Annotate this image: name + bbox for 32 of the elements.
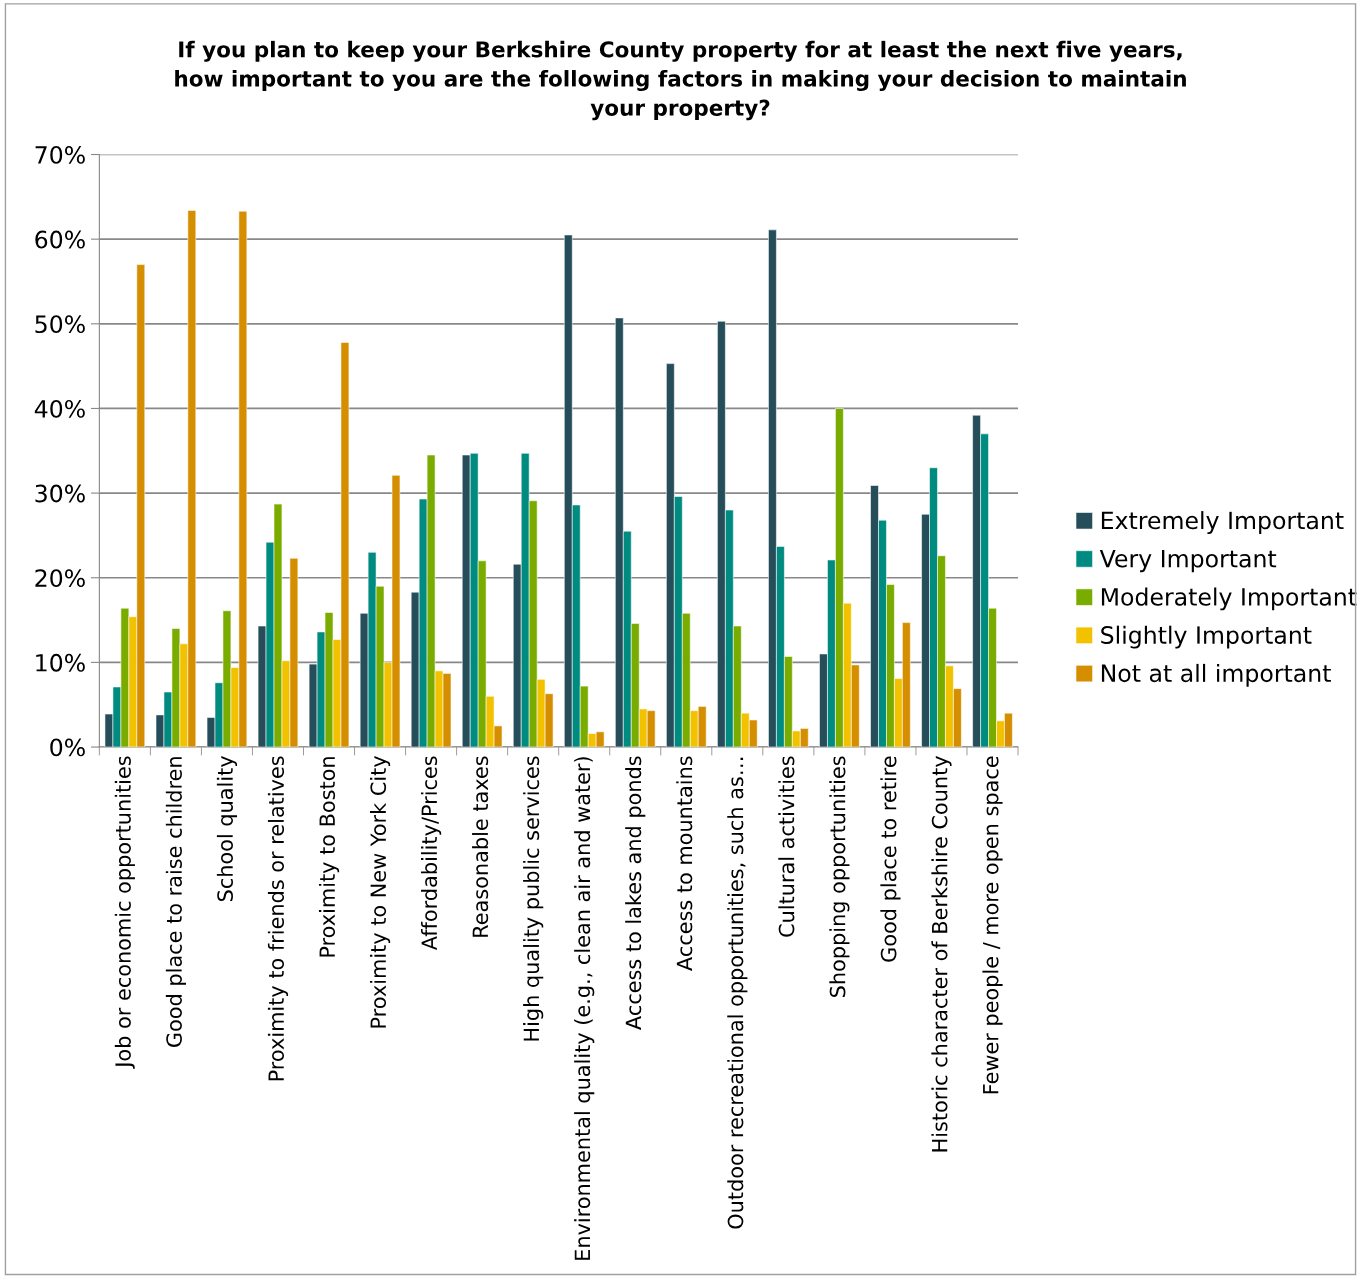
x-tick-label: Shopping opportunities — [829, 756, 850, 997]
x-tick-label: Reasonable taxes — [472, 756, 489, 937]
y-tick-label: 60% — [35, 230, 85, 249]
y-tick-label: 0% — [50, 738, 85, 757]
x-tick-label: Proximity to Boston — [318, 757, 340, 957]
y-tick-label: 20% — [35, 569, 85, 588]
legend-label: Not at all important — [1101, 663, 1331, 687]
legend-label: Slightly Important — [1101, 625, 1312, 649]
x-tick-label: Access to lakes and ponds — [625, 756, 646, 1030]
y-tick-label: 70% — [35, 145, 85, 164]
x-tick-label: High quality public services — [523, 756, 544, 1041]
x-tick-label: Cultural activities — [778, 756, 795, 937]
x-tick-label: Good place to raise children — [165, 757, 186, 1047]
x-tick-label: Outdoor recreational opportunities, such as… — [727, 757, 748, 1229]
chart-title: If you plan to keep your Berkshire County property for at least the next five years, how important to you are the following factors in making your decision to maintain your property? — [175, 40, 1186, 121]
x-tick-label: Job or economic opportunities — [114, 756, 135, 1069]
x-tick-label: Fewer people / more open space — [982, 756, 1003, 1094]
legend-label: Extremely Important — [1101, 511, 1344, 534]
x-tick-label: Proximity to New York City — [369, 755, 391, 1028]
legend-label: Moderately Important — [1101, 587, 1357, 611]
x-tick-label: Affordability/Prices — [421, 756, 442, 951]
y-tick-label: 10% — [36, 653, 85, 672]
x-tick-label: Access to mountains — [676, 756, 693, 971]
y-tick-label: 50% — [35, 315, 85, 334]
x-tick-label: Proximity to friends or relatives — [267, 756, 289, 1081]
legend-label: Very Important — [1099, 550, 1277, 573]
x-tick-label: Environmental quality (e.g., clean air and water) — [574, 757, 595, 1260]
y-tick-label: 30% — [35, 484, 85, 503]
x-tick-label: Historic character of Berkshire County — [931, 755, 952, 1152]
y-tick-label: 40% — [34, 399, 85, 418]
x-tick-label: School quality — [216, 756, 238, 902]
x-tick-label: Good place to retire — [880, 756, 901, 962]
